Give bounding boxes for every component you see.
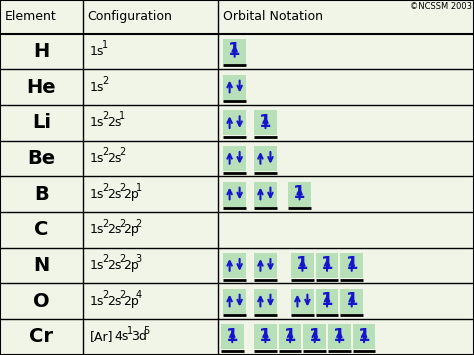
Text: 2s: 2s: [107, 223, 121, 236]
Bar: [316, 253, 338, 278]
Bar: [340, 253, 363, 278]
Text: [Ar]: [Ar]: [90, 331, 114, 344]
Bar: [328, 324, 351, 349]
Text: 2: 2: [102, 111, 109, 121]
Text: 2: 2: [119, 219, 125, 229]
Text: 2: 2: [119, 183, 125, 193]
Text: 2: 2: [119, 147, 125, 157]
Text: Orbital Notation: Orbital Notation: [223, 10, 323, 23]
Text: 2s: 2s: [107, 188, 121, 201]
Text: 1: 1: [296, 255, 309, 273]
Text: 1: 1: [309, 327, 321, 345]
Text: 2p: 2p: [123, 223, 139, 236]
Text: 1s: 1s: [90, 81, 104, 94]
Text: Cr: Cr: [29, 327, 54, 346]
Text: 2: 2: [119, 290, 125, 300]
Bar: [223, 75, 246, 100]
Bar: [340, 289, 363, 314]
Text: 1s: 1s: [90, 188, 104, 201]
Text: 2: 2: [102, 219, 109, 229]
Text: 2s: 2s: [107, 152, 121, 165]
Text: Element: Element: [5, 10, 56, 23]
Text: 1: 1: [346, 291, 358, 309]
Bar: [254, 253, 277, 278]
Bar: [254, 146, 277, 171]
Text: 1: 1: [321, 291, 333, 309]
Text: 1: 1: [346, 255, 358, 273]
Bar: [353, 324, 375, 349]
Bar: [254, 324, 277, 349]
Text: 2p: 2p: [123, 188, 139, 201]
Text: 1: 1: [228, 41, 241, 59]
Text: 2s: 2s: [107, 295, 121, 308]
Text: 2p: 2p: [123, 295, 139, 308]
Text: 2: 2: [136, 219, 142, 229]
Text: Be: Be: [27, 149, 55, 168]
Text: 2: 2: [119, 254, 125, 264]
Text: 3: 3: [136, 254, 142, 264]
Bar: [303, 324, 326, 349]
Text: 3d: 3d: [131, 331, 147, 344]
Text: ©NCSSM 2003: ©NCSSM 2003: [410, 2, 472, 11]
Text: 2s: 2s: [107, 116, 121, 130]
Text: 1: 1: [259, 327, 272, 345]
Text: N: N: [33, 256, 50, 275]
Bar: [223, 289, 246, 314]
Text: 1s: 1s: [90, 259, 104, 272]
Text: 1: 1: [226, 327, 238, 345]
Bar: [223, 146, 246, 171]
Bar: [223, 253, 246, 278]
Text: Configuration: Configuration: [88, 10, 173, 23]
Text: B: B: [34, 185, 49, 204]
Text: C: C: [34, 220, 49, 240]
Bar: [221, 324, 244, 349]
Text: 1s: 1s: [90, 223, 104, 236]
Text: H: H: [33, 42, 50, 61]
Text: 2: 2: [102, 147, 109, 157]
Text: 2: 2: [102, 254, 109, 264]
Bar: [254, 182, 277, 207]
Text: 1: 1: [136, 183, 142, 193]
Text: 1: 1: [259, 113, 272, 131]
Bar: [316, 289, 338, 314]
Text: 1: 1: [284, 327, 296, 345]
Bar: [223, 110, 246, 135]
Bar: [279, 324, 301, 349]
Text: Li: Li: [32, 113, 51, 132]
Text: 2: 2: [102, 76, 109, 86]
Text: 1: 1: [102, 40, 109, 50]
Text: 2: 2: [102, 290, 109, 300]
Text: 4s: 4s: [115, 331, 129, 344]
Text: 2: 2: [102, 183, 109, 193]
Text: 1s: 1s: [90, 152, 104, 165]
Text: 5: 5: [144, 326, 150, 335]
Bar: [223, 39, 246, 64]
Text: 2s: 2s: [107, 259, 121, 272]
Bar: [223, 182, 246, 207]
Text: 1: 1: [119, 111, 125, 121]
Text: 1: 1: [333, 327, 346, 345]
Text: 1s: 1s: [90, 295, 104, 308]
Text: 1s: 1s: [90, 116, 104, 130]
Bar: [254, 110, 277, 135]
Text: He: He: [27, 78, 56, 97]
Bar: [288, 182, 311, 207]
Text: 1: 1: [293, 184, 306, 202]
Bar: [291, 289, 314, 314]
Text: 1: 1: [127, 326, 133, 335]
Text: 4: 4: [136, 290, 142, 300]
Bar: [254, 289, 277, 314]
Text: 1: 1: [321, 255, 333, 273]
Bar: [291, 253, 314, 278]
Text: 1: 1: [358, 327, 370, 345]
Text: O: O: [33, 292, 50, 311]
Text: 1s: 1s: [90, 45, 104, 58]
Text: 2p: 2p: [123, 259, 139, 272]
